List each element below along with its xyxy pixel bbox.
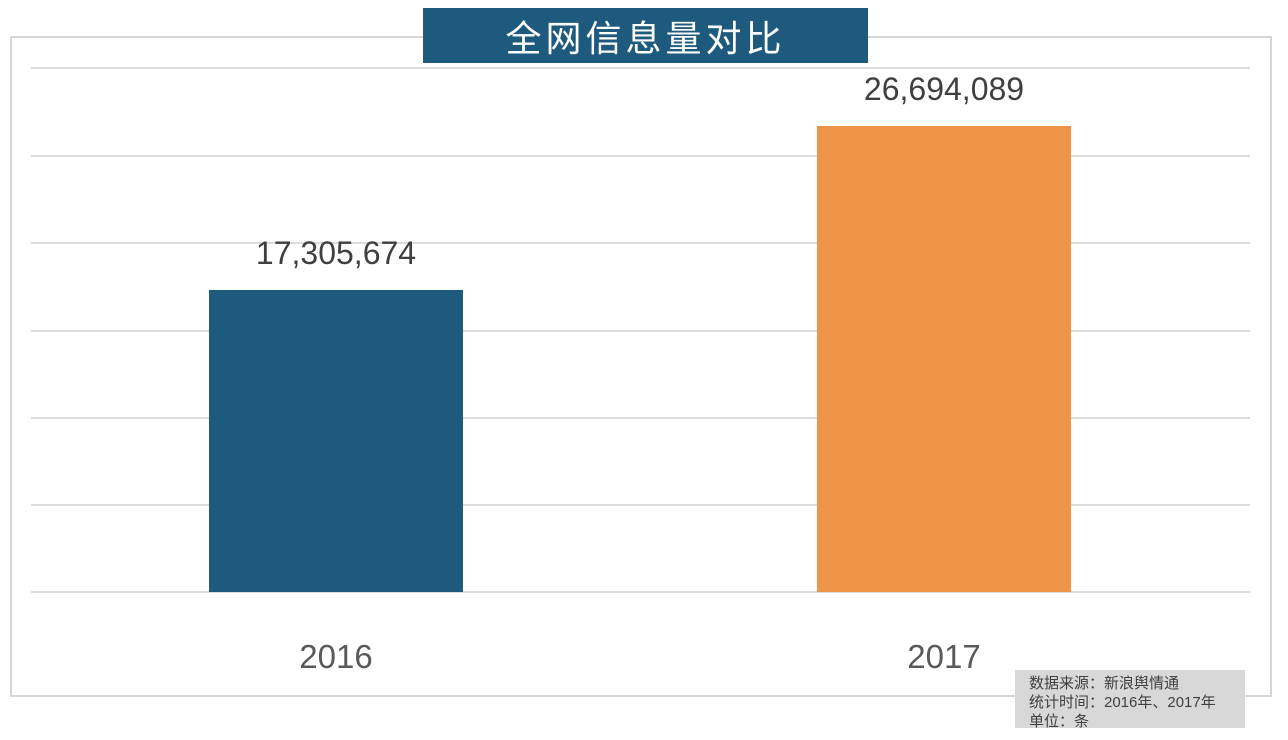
gridline — [31, 504, 1250, 506]
value-label-2016: 17,305,674 — [255, 235, 417, 271]
chart-title: 全网信息量对比 — [505, 17, 786, 59]
gridline — [31, 67, 1250, 69]
chart-title-banner: 全网信息量对比 — [423, 8, 868, 63]
footer-period: 统计时间：2016年、2017年 — [1029, 694, 1216, 711]
gridline — [31, 242, 1250, 244]
axis-label-2017: 2017 — [907, 638, 981, 675]
footer-unit: 单位：条 — [1029, 713, 1090, 730]
axis-label-2016: 2016 — [299, 638, 373, 675]
bar-2016 — [209, 290, 463, 592]
value-label-2017: 26,694,089 — [863, 71, 1025, 107]
gridline — [31, 155, 1250, 157]
gridline — [31, 591, 1250, 593]
gridline — [31, 417, 1250, 419]
gridline — [31, 330, 1250, 332]
plot-frame — [10, 36, 1272, 697]
bar-2017 — [817, 126, 1071, 592]
footer-source: 数据来源：新浪舆情通 — [1029, 675, 1180, 692]
footer-note: 数据来源：新浪舆情通 统计时间：2016年、2017年 单位：条 — [1015, 670, 1245, 730]
